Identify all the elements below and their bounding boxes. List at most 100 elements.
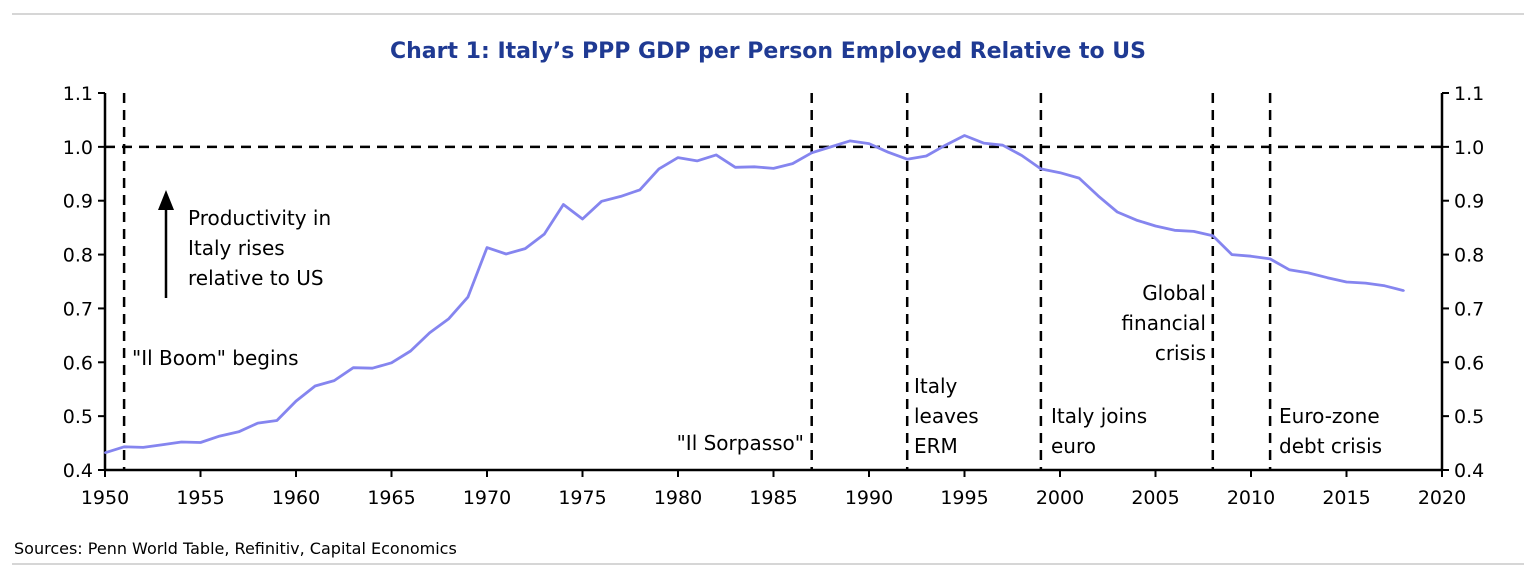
x-tick-label: 2010 [1227,487,1275,509]
gfc-label: Global financial crisis [1121,281,1206,365]
il-sorpasso-label: "Il Sorpasso" [677,431,804,455]
x-tick-label: 1965 [367,487,415,509]
data-point [371,367,374,370]
x-tick-label: 1960 [272,487,320,509]
data-point [562,203,565,206]
axes: 0.4 0.4 0.5 0.5 0.6 0.6 0.7 0.7 0.8 0.8 0.9 0.9 1.0 1… [63,83,1484,509]
data-point [887,151,890,154]
data-point [275,419,278,422]
data-point [1326,276,1329,279]
y-tick-label-left: 0.6 [63,352,93,374]
data-point [486,246,488,249]
data-point [1039,167,1042,170]
debt-line-1: Euro-zone [1279,404,1380,428]
debt-line-2: debt crisis [1279,434,1382,458]
y-tick-label-right: 1.1 [1454,83,1484,105]
data-point [466,296,469,299]
x-tick-label: 2000 [1036,487,1084,509]
erm-line-3: ERM [914,434,958,458]
data-point [868,142,870,145]
data-point [925,155,928,158]
x-tick-label: 1985 [749,487,797,509]
data-point [1097,194,1100,197]
data-point [753,165,756,168]
y-tick-label-right: 0.5 [1454,406,1484,428]
data-point [944,144,947,147]
y-tick-label-left: 1.0 [63,137,93,159]
data-point [180,440,183,443]
data-point [734,166,737,169]
data-point [1269,257,1272,260]
data-point [1364,282,1367,285]
data-point [1192,230,1195,233]
data-point [1307,271,1310,274]
series-layer [104,134,1405,455]
data-point [677,156,679,159]
data-point [295,400,297,403]
data-point [1116,211,1119,214]
y-tick-label-left: 0.5 [63,406,93,428]
data-point [657,167,660,170]
data-point [772,167,775,170]
debt-crisis-label: Euro-zone debt crisis [1279,404,1382,458]
y-tick-label-left: 1.1 [63,83,93,105]
data-point [600,200,603,203]
x-tick-label: 1995 [940,487,988,509]
data-point [1288,268,1291,271]
data-point [829,145,832,148]
series-line [104,134,1405,455]
data-point [237,430,240,433]
event-lines [105,93,1442,470]
arrow-text-line-1: Productivity in [188,206,331,230]
data-point [447,317,450,320]
gfc-line-3: crisis [1155,341,1206,365]
x-tick-label: 1990 [845,487,893,509]
il-boom-label: "Il Boom" begins [132,346,299,370]
euro-line-2: euro [1051,434,1096,458]
x-tick-label: 2020 [1418,487,1466,509]
data-point [142,446,145,449]
data-point [963,134,966,137]
data-point [1383,284,1386,287]
data-point [543,233,546,236]
y-tick-label-right: 0.8 [1454,245,1484,267]
data-point [619,195,622,198]
data-point [1230,253,1233,256]
data-point [161,443,164,446]
data-point [1135,219,1138,222]
x-tick-label: 2015 [1322,487,1370,509]
y-tick-label-left: 0.9 [63,191,93,213]
data-point [409,349,412,352]
euro-line-1: Italy joins [1051,404,1147,428]
data-point [1059,171,1061,174]
data-point [1211,234,1214,237]
gfc-line-1: Global [1142,281,1206,305]
x-tick-label: 2005 [1131,487,1179,509]
data-point [791,162,794,165]
arrow-annotation: Productivity in Italy rises relative to … [158,190,331,298]
data-point [104,451,106,454]
data-point [982,142,985,145]
data-point [199,441,202,444]
data-point [1078,177,1081,180]
y-tick-label-right: 0.4 [1454,460,1484,482]
data-point [848,139,851,142]
data-point [1345,281,1348,284]
data-point [218,435,221,438]
y-tick-label-right: 0.7 [1454,298,1484,320]
data-point [638,188,641,191]
arrow-head-icon [158,190,174,210]
y-tick-label-left: 0.7 [63,298,93,320]
y-tick-label-right: 1.0 [1454,137,1484,159]
data-point [428,331,431,334]
gfc-line-2: financial [1121,311,1206,335]
y-tick-label-left: 0.8 [63,245,93,267]
data-point [1402,289,1405,292]
y-tick-label-right: 0.6 [1454,352,1484,374]
source-note: Sources: Penn World Table, Refinitiv, Ca… [14,539,457,558]
data-point [581,218,584,221]
data-point [123,445,126,448]
x-tick-label: 1955 [176,487,224,509]
data-point [524,247,527,250]
